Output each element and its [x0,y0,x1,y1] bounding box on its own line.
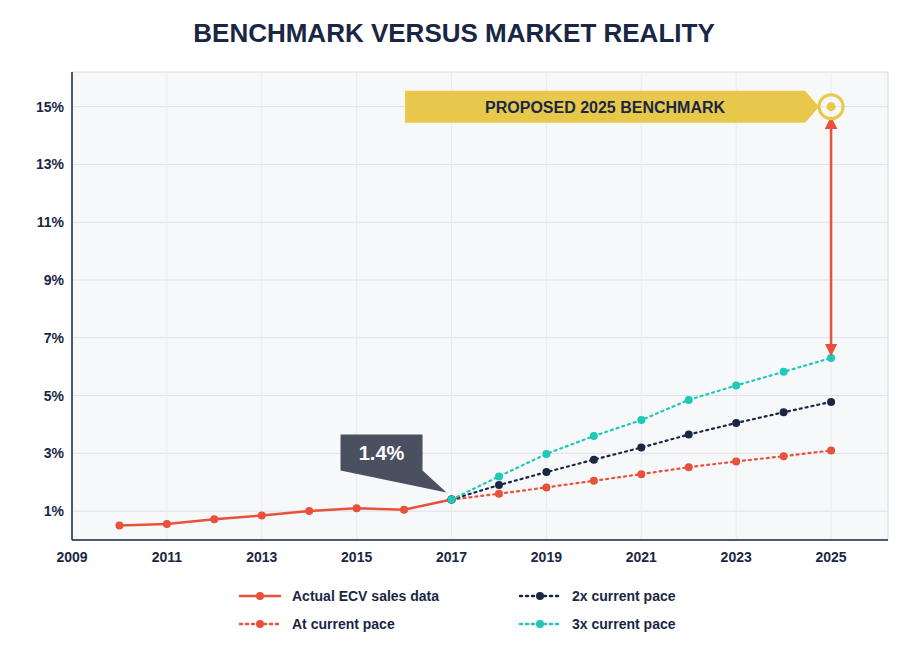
series-point [637,416,645,424]
series-point [305,507,313,515]
y-grid-line [72,453,888,454]
x-tick-label: 2009 [56,549,87,565]
series-point [780,452,788,460]
legend-marker [256,620,264,628]
series-point [827,446,835,454]
series-group [115,354,835,530]
series-point [353,504,361,512]
target-dot [827,102,836,111]
y-grid-line [72,280,888,281]
legend-marker [256,592,264,600]
value-callout [341,435,447,493]
series-point [448,496,456,504]
y-axis-line [71,72,73,540]
series-point [732,381,740,389]
x-tick-label: 2021 [626,549,657,565]
benchmark-banner [405,91,819,123]
x-grid-line [166,72,167,540]
x-tick-label: 2019 [531,549,562,565]
series-point [590,432,598,440]
legend-label: 2x current pace [572,588,676,604]
y-tick-label: 5% [44,388,65,404]
x-tick-label: 2015 [341,549,372,565]
series-point [827,398,835,406]
annotations: PROPOSED 2025 BENCHMARK 1.4% [341,91,844,493]
y-grid-line [72,164,888,165]
series-point [780,408,788,416]
series-point [448,496,456,504]
series-point [210,515,218,523]
x-tick-label: 2023 [721,549,752,565]
series-point [637,444,645,452]
x-tick-label: 2017 [436,549,467,565]
y-grid-line [72,511,888,512]
series-point [542,483,550,491]
series-point [780,368,788,376]
y-grid-line [72,395,888,396]
x-grid-line [641,72,642,540]
x-grid-line [72,72,73,540]
y-tick-label: 9% [44,272,65,288]
series-point [495,481,503,489]
series-point [732,457,740,465]
series-point [542,450,550,458]
legend-marker [536,592,544,600]
legend-label: Actual ECV sales data [292,588,439,604]
x-grid-line [261,72,262,540]
series-point [448,496,456,504]
x-tick-label: 2025 [815,549,846,565]
legend: Actual ECV sales data At current pace 2x c… [240,588,676,632]
plot-frame [72,72,888,540]
series-point [258,511,266,519]
legend-label: At current pace [292,616,395,632]
y-tick-label: 13% [36,156,65,172]
x-axis-line [72,539,888,541]
y-tick-label: 7% [44,330,65,346]
series-point [637,470,645,478]
series-point [495,472,503,480]
series-point [542,468,550,476]
series-point [590,477,598,485]
series-point [685,396,693,404]
series-line [452,358,832,500]
x-tick-label: 2013 [246,549,277,565]
gap-arrow [830,123,833,350]
value-callout-label: 1.4% [359,442,405,464]
series-point [732,419,740,427]
y-tick-label: 11% [37,214,65,230]
series-line [452,402,832,500]
series-point [685,463,693,471]
benchmark-label: PROPOSED 2025 BENCHMARK [485,99,726,116]
series-line [452,450,832,499]
x-grid-line [831,72,832,540]
series-point [448,496,456,504]
y-tick-label: 1% [44,503,65,519]
grid [72,72,888,540]
y-tick-label: 3% [44,445,65,461]
series-point [590,456,598,464]
series-point [400,506,408,514]
title: BENCHMARK VERSUS MARKET REALITY [193,18,714,48]
series-point [685,431,693,439]
x-grid-line [736,72,737,540]
y-grid-line [72,337,888,338]
chart: BENCHMARK VERSUS MARKET REALITY 1% 3% 5% 7% 9… [0,0,908,658]
legend-marker [536,620,544,628]
target-ring [819,95,843,119]
series-point [115,522,123,530]
series-point [495,490,503,498]
x-grid-line [451,72,452,540]
x-tick-label: 2011 [152,549,183,565]
legend-label: 3x current pace [572,616,676,632]
y-tick-label: 15% [36,99,65,115]
series-point [163,520,171,528]
y-grid-line [72,222,888,223]
series-point [827,354,835,362]
